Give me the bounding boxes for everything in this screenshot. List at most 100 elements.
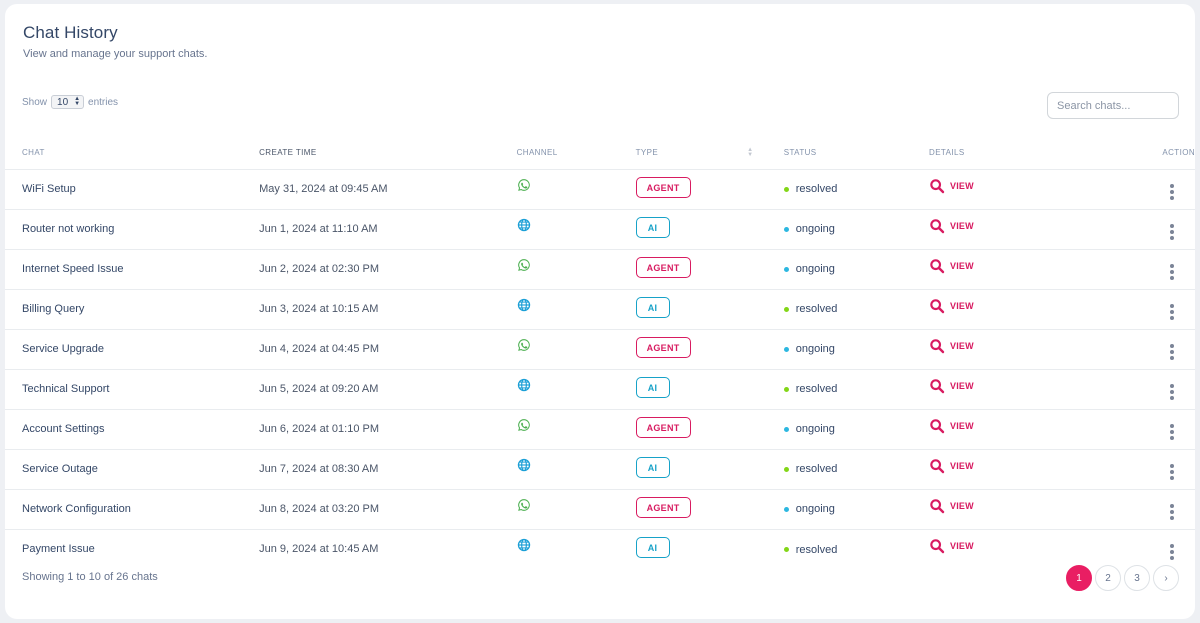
search-icon [929,178,945,194]
details-cell: VIEW [929,489,1065,530]
type-cell: AI [635,209,784,250]
more-options-icon[interactable] [1170,343,1175,360]
more-options-icon[interactable] [1170,263,1175,280]
more-options-icon[interactable] [1170,303,1175,320]
action-cell [1064,329,1195,370]
view-label: VIEW [950,261,974,271]
channel-cell [516,409,636,450]
action-cell [1064,449,1195,490]
type-cell: AI [635,369,784,410]
more-options-icon[interactable] [1170,183,1175,200]
show-label: Show [22,96,48,108]
view-button[interactable]: VIEW [929,178,974,194]
pagination: 1 2 3 › [1066,565,1179,591]
view-button[interactable]: VIEW [929,498,974,514]
table-row: Account Settings Jun 6, 2024 at 01:10 PM A… [5,409,1195,450]
view-button[interactable]: VIEW [929,458,974,474]
chat-name: Technical Support [5,369,260,410]
view-button[interactable]: VIEW [929,338,974,354]
view-button[interactable]: VIEW [929,418,974,434]
table-row: Technical Support Jun 5, 2024 at 09:20 AM… [5,369,1195,410]
search-icon [929,258,945,274]
column-header-create-time-label: CREATE TIME [259,148,317,158]
page-button-3[interactable]: 3 [1124,565,1150,591]
details-cell: VIEW [929,329,1065,370]
column-header-create-time[interactable]: CREATE TIME ▲ ▼ [259,137,753,170]
view-label: VIEW [950,421,974,431]
table-row: Service Upgrade Jun 4, 2024 at 04:45 PM AG… [5,329,1195,370]
create-time: Jun 3, 2024 at 10:15 AM [259,289,517,330]
status-dot [783,547,789,552]
column-header-status[interactable]: STATUS [783,137,930,170]
type-cell: AGENT [635,489,784,530]
details-cell: VIEW [929,449,1065,490]
page-button-1[interactable]: 1 [1066,565,1092,591]
entries-select-value: 10 [57,96,69,108]
more-options-icon[interactable] [1170,423,1175,440]
status-dot [783,426,789,432]
status-dot [783,466,789,472]
view-button[interactable]: VIEW [929,258,974,274]
view-label: VIEW [950,301,974,311]
chat-name: Router not working [5,209,260,250]
view-button[interactable]: VIEW [929,298,974,314]
column-header-type[interactable]: TYPE [635,137,784,170]
more-options-icon[interactable] [1170,503,1175,520]
status-indicator: ongoing [783,503,835,515]
status-indicator: ongoing [783,423,835,436]
status-dot [783,186,789,192]
details-cell: VIEW [929,209,1065,250]
details-cell: VIEW [929,369,1065,410]
globe-icon [517,298,531,312]
next-page-button[interactable]: › [1153,565,1179,591]
details-cell: VIEW [929,529,1064,569]
entries-select[interactable]: 10 ▲ ▼ [51,95,85,109]
status-cell: resolved [783,169,930,210]
page-title: Chat History [23,23,118,42]
status-text: ongoing [795,423,835,436]
column-header-chat[interactable]: CHAT [5,137,260,170]
status-cell: resolved [783,449,930,490]
page-button-2[interactable]: 2 [1095,565,1121,591]
globe-icon [517,458,531,472]
chat-name: WiFi Setup [5,169,260,210]
view-button[interactable]: VIEW [929,218,974,234]
view-label: VIEW [950,181,974,191]
view-button[interactable]: VIEW [929,378,974,394]
search-input[interactable] [1047,92,1179,119]
status-text: resolved [795,183,838,196]
more-options-icon[interactable] [1170,223,1175,240]
action-cell [1064,169,1195,210]
channel-cell [517,529,636,569]
type-cell: AGENT [635,409,784,450]
details-cell: VIEW [929,289,1065,330]
chat-name: Billing Query [5,289,260,330]
more-options-icon[interactable] [1170,383,1175,400]
status-dot [783,506,789,512]
search-icon [929,458,945,474]
more-options-icon[interactable] [1170,463,1175,480]
column-header-channel[interactable]: CHANNEL [516,137,636,170]
details-cell: VIEW [929,409,1065,450]
whatsapp-icon [517,498,531,512]
entries-label: entries [88,96,119,108]
globe-icon [517,378,531,392]
more-options-icon[interactable] [1170,543,1175,560]
create-time: Jun 6, 2024 at 01:10 PM [259,409,517,450]
status-text: ongoing [795,343,835,356]
status-indicator: ongoing [783,343,835,356]
type-badge: AGENT [635,337,691,358]
chat-name: Account Settings [5,409,260,450]
globe-icon [517,538,531,552]
status-cell: ongoing [783,329,930,370]
view-label: VIEW [950,341,974,351]
action-cell [1064,409,1195,450]
view-label: VIEW [950,501,974,511]
search-icon [929,418,945,434]
whatsapp-icon [517,178,531,192]
view-button[interactable]: VIEW [929,538,974,554]
table-row: Billing Query Jun 3, 2024 at 10:15 AM AI re… [5,289,1195,330]
chat-table: CHAT CREATE TIME ▲ ▼ CHANNEL TYPE STATUS … [5,137,1195,569]
table-row: Network Configuration Jun 8, 2024 at 03:2… [5,489,1195,530]
status-indicator: resolved [783,183,838,196]
